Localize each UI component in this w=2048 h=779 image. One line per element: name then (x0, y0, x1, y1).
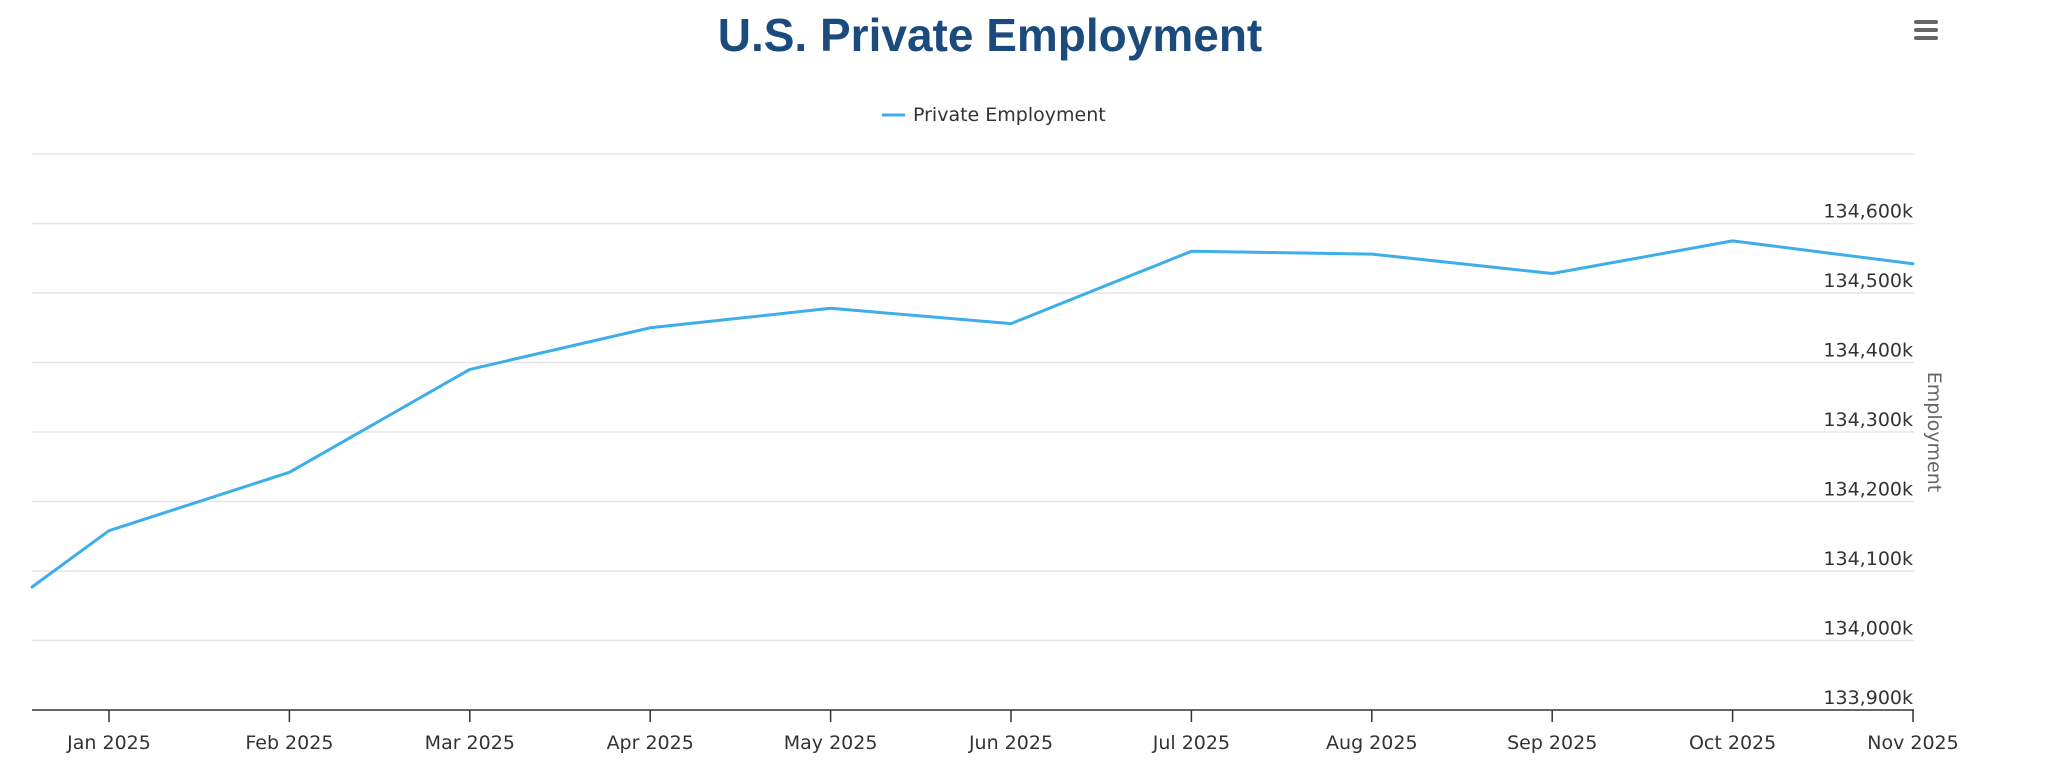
x-tick-label: Jan 2025 (66, 732, 151, 754)
data-point[interactable] (1187, 247, 1195, 255)
data-point[interactable] (646, 324, 654, 332)
x-tick-label: Jul 2025 (1152, 732, 1230, 754)
data-point[interactable] (105, 527, 113, 535)
chart-title: U.S. Private Employment (717, 9, 1263, 61)
x-tick-label: Feb 2025 (245, 732, 333, 754)
data-point[interactable] (1909, 260, 1917, 268)
x-tick-label: Apr 2025 (607, 732, 694, 754)
data-point[interactable] (466, 365, 474, 373)
chart-menu-button[interactable] (1912, 18, 1942, 44)
x-axis: Jan 2025 Feb 2025 Mar 2025 Apr 2025 May 2025… (32, 709, 1959, 754)
data-point[interactable] (1729, 237, 1737, 245)
x-tick-label: Sep 2025 (1507, 732, 1597, 754)
y-tick-label: 134,600k (1823, 201, 1913, 223)
gridlines (32, 153, 1914, 642)
x-tick-label: Nov 2025 (1867, 732, 1958, 754)
y-tick-label: 134,400k (1823, 340, 1913, 362)
y-axis-title: Employment (1923, 372, 1945, 492)
y-tick-label: 134,500k (1823, 270, 1913, 292)
y-tick-label: 134,000k (1823, 618, 1913, 640)
data-point[interactable] (1007, 320, 1015, 328)
x-tick-label: Jun 2025 (968, 732, 1053, 754)
data-point[interactable] (1368, 250, 1376, 258)
y-tick-label: 133,900k (1823, 687, 1913, 709)
hamburger-menu-icon (1912, 18, 1942, 44)
data-point[interactable] (28, 583, 36, 591)
x-tick-label: Oct 2025 (1689, 732, 1776, 754)
legend[interactable]: Private Employment (882, 104, 1106, 126)
series-line-private-employment[interactable] (30, 239, 1915, 589)
data-point[interactable] (827, 304, 835, 312)
data-point[interactable] (1548, 270, 1556, 278)
x-tick-label: Mar 2025 (425, 732, 515, 754)
series-group (28, 237, 1917, 591)
legend-label-private-employment[interactable]: Private Employment (913, 104, 1106, 126)
y-tick-label: 134,300k (1823, 409, 1913, 431)
y-tick-label: 134,200k (1823, 479, 1913, 501)
x-tick-label: Aug 2025 (1326, 732, 1418, 754)
y-axis-labels: 133,900k 134,000k 134,100k 134,200k 134,300k… (1823, 201, 1913, 710)
data-point[interactable] (285, 468, 293, 476)
y-tick-label: 134,100k (1823, 548, 1913, 570)
x-tick-label: May 2025 (784, 732, 878, 754)
